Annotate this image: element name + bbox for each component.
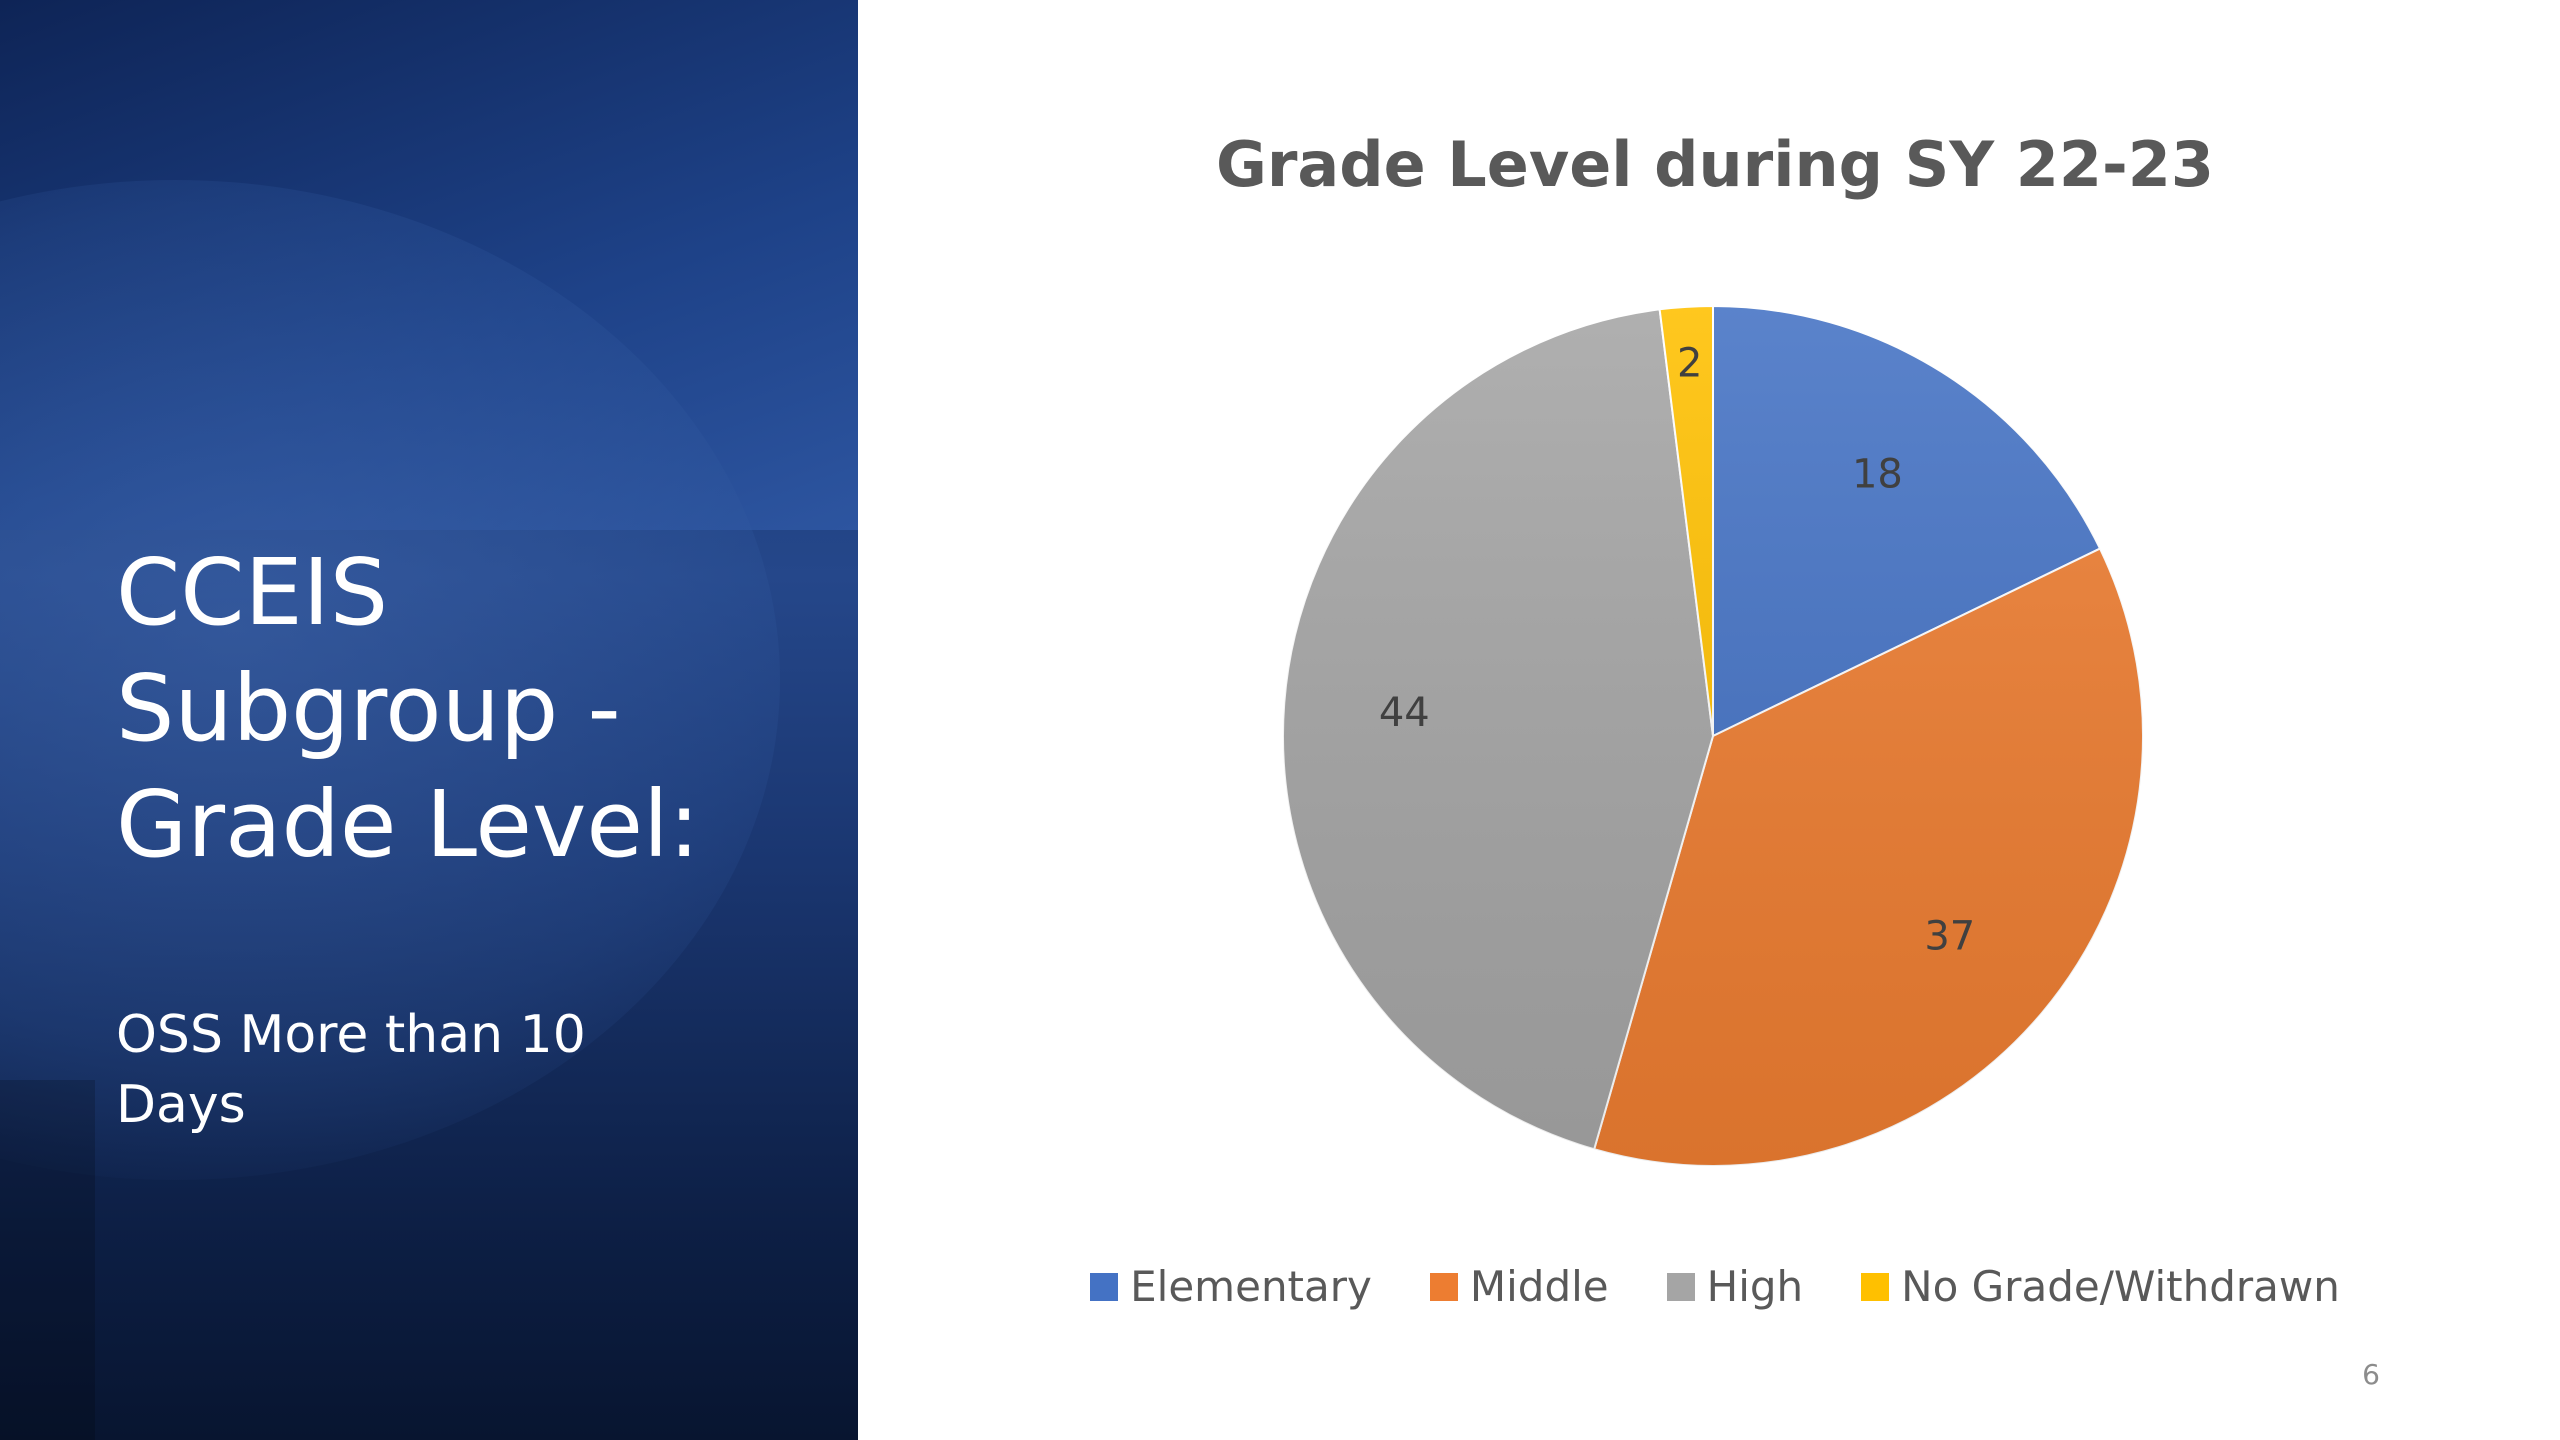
pie-data-label-no-grade-withdrawn: 2: [1677, 341, 1702, 387]
pie-data-labels: 18 37 44 2: [1379, 341, 1975, 960]
decorative-strip: [0, 1080, 95, 1440]
slide-title: CCEIS Subgroup - Grade Level:: [116, 535, 816, 883]
left-panel: CCEIS Subgroup - Grade Level: OSS More t…: [0, 0, 858, 1440]
slide-subtitle-line: OSS More than 10: [116, 1005, 586, 1065]
slide-subtitle: OSS More than 10 Days: [116, 1000, 676, 1140]
legend-swatch: [1429, 1272, 1458, 1301]
slide-title-line: CCEIS: [116, 539, 389, 646]
legend-item-no-grade-withdrawn: No Grade/Withdrawn: [1861, 1262, 2340, 1311]
pie-data-label-middle: 37: [1924, 913, 1975, 959]
legend-item-elementary: Elementary: [1090, 1262, 1372, 1311]
slide-title-line: Grade Level:: [116, 771, 700, 878]
legend-item-middle: Middle: [1429, 1262, 1609, 1311]
decorative-top-block: [0, 0, 858, 530]
pie-data-label-elementary: 18: [1852, 452, 1903, 498]
legend-item-high: High: [1666, 1262, 1804, 1311]
legend-label: No Grade/Withdrawn: [1901, 1262, 2340, 1311]
legend-label: High: [1706, 1262, 1804, 1311]
legend-label: Elementary: [1130, 1262, 1372, 1311]
page-number: 6: [2362, 1358, 2380, 1391]
legend-label: Middle: [1469, 1262, 1609, 1311]
slide-title-line: Subgroup -: [116, 655, 621, 762]
slide-subtitle-line: Days: [116, 1075, 246, 1135]
legend-swatch: [1861, 1272, 1890, 1301]
legend-swatch: [1090, 1272, 1119, 1301]
pie-slices: [1282, 304, 2144, 1167]
legend-swatch: [1666, 1272, 1695, 1301]
chart-title: Grade Level during SY 22-23: [1215, 128, 2215, 201]
chart-legend: Elementary Middle High No Grade/Withdrawn: [1000, 1262, 2430, 1311]
pie-data-label-high: 44: [1379, 690, 1430, 736]
